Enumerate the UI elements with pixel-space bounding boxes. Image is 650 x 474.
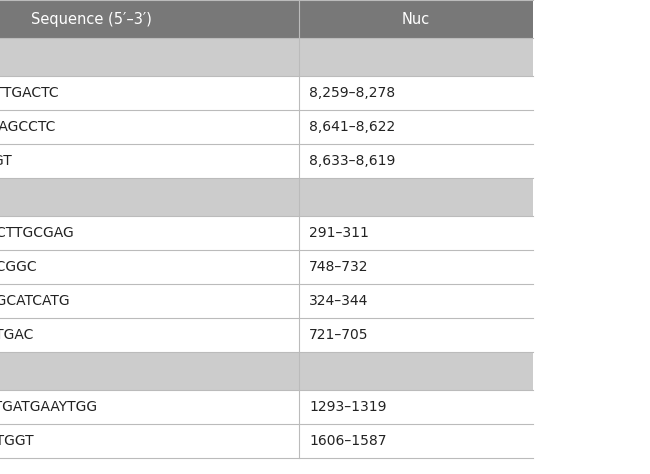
Text: 8,259–8,278: 8,259–8,278 — [309, 86, 395, 100]
Text: 8,641–8,622: 8,641–8,622 — [309, 120, 395, 134]
Bar — [0, 76, 533, 110]
Text: CCCCATGAGGTCGGC: CCCCATGAGGTCGGC — [0, 260, 36, 274]
Text: GAGGGTATCGATGAC: GAGGGTATCGATGAC — [0, 328, 33, 342]
Text: TACCCGCTGCTTTGACTC: TACCCGCTGCTTTGACTC — [0, 86, 58, 100]
Bar — [0, 352, 533, 390]
Bar — [0, 216, 533, 250]
Bar — [0, 250, 533, 284]
Text: 291–311: 291–311 — [309, 226, 369, 240]
Text: 748–732: 748–732 — [309, 260, 369, 274]
Text: 721–705: 721–705 — [309, 328, 369, 342]
Bar — [0, 318, 533, 352]
Bar — [0, 144, 533, 178]
Text: CCGTAGACCGTGCATCATG: CCGTAGACCGTGCATCATG — [0, 294, 70, 308]
Bar — [0, 38, 533, 76]
Text: CCAGCTGCCATTGGT: CCAGCTGCCATTGGT — [0, 434, 34, 448]
Bar — [0, 284, 533, 318]
Text: GTACCTCGTCATAGCCTC: GTACCTCGTCATAGCCTC — [0, 120, 55, 134]
Text: 8,633–8,619: 8,633–8,619 — [309, 154, 395, 168]
Text: CTGATAGGGTGCTTGCGAG: CTGATAGGGTGCTTGCGAG — [0, 226, 73, 240]
Text: GTGGGAYATGATGATGAAYTGG: GTGGGAYATGATGATGAAYTGG — [0, 400, 97, 414]
Text: Nuc: Nuc — [402, 11, 430, 27]
Text: 1293–1319: 1293–1319 — [309, 400, 387, 414]
Bar — [0, 0, 533, 38]
Text: 1606–1587: 1606–1587 — [309, 434, 387, 448]
Bar — [0, 424, 533, 458]
Text: 324–344: 324–344 — [309, 294, 369, 308]
Text: CCATAGCCTCCGT: CCATAGCCTCCGT — [0, 154, 12, 168]
Text: Sequence (5′–3′): Sequence (5′–3′) — [31, 11, 151, 27]
Bar — [0, 178, 533, 216]
Bar — [0, 110, 533, 144]
Bar — [0, 390, 533, 424]
